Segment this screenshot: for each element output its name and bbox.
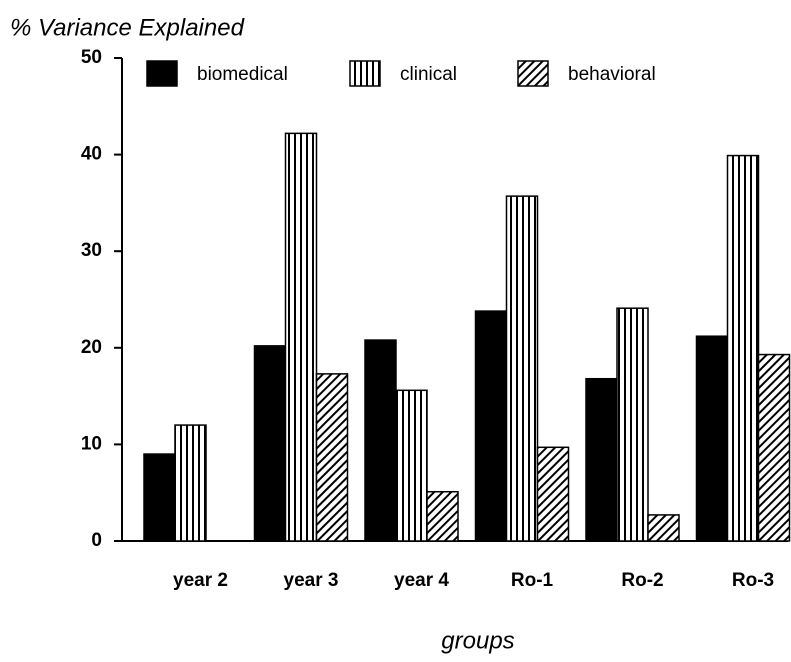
chart-title: % Variance Explained (10, 14, 245, 41)
legend-label: behavioral (568, 64, 656, 85)
y-tick-label: 10 (81, 433, 102, 454)
x-tick-label: year 3 (284, 570, 339, 591)
legend-label: biomedical (197, 64, 288, 85)
bar (143, 453, 176, 542)
y-tick-label: 50 (81, 47, 102, 68)
x-tick-label: Ro-2 (621, 570, 663, 591)
bar (284, 132, 318, 542)
x-tick-label: Ro-3 (732, 570, 774, 591)
bar (616, 307, 649, 542)
y-tick-label: 20 (81, 337, 102, 358)
x-tick-label: Ro-1 (511, 570, 554, 591)
x-axis-label: groups (441, 627, 514, 654)
legend-swatch (349, 60, 381, 87)
bar (174, 424, 207, 542)
y-tick-label: 40 (81, 144, 102, 165)
bar (315, 373, 349, 542)
y-tick-label: 0 (91, 530, 102, 551)
bar (726, 154, 760, 542)
bar (695, 335, 729, 542)
bar (426, 490, 459, 542)
y-tick-label: 30 (81, 240, 102, 261)
bar (505, 195, 539, 542)
legend-swatch (517, 60, 549, 87)
legend-swatch (146, 60, 178, 87)
bar (253, 345, 287, 542)
legend-label: clinical (400, 64, 457, 85)
x-tick-label: year 4 (394, 570, 449, 591)
bar (647, 514, 680, 542)
bar (585, 377, 618, 542)
bar (536, 446, 570, 542)
bar (474, 310, 508, 542)
bar (757, 353, 791, 542)
bar (395, 389, 428, 542)
bar (364, 339, 397, 542)
x-tick-label: year 2 (173, 570, 228, 591)
